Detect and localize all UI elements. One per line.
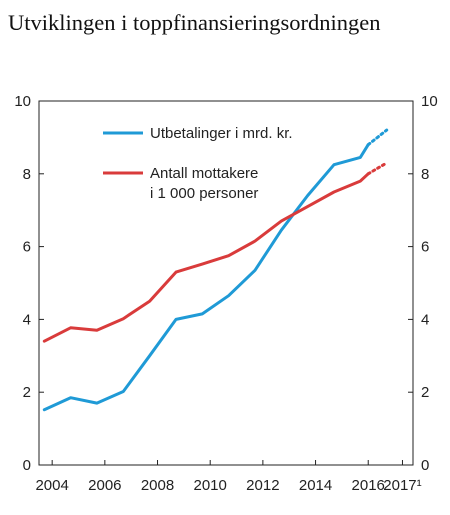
legend-label: Utbetalinger i mrd. kr.	[150, 125, 293, 142]
y-tick-label-right: 0	[421, 457, 429, 474]
series-layer	[42, 128, 389, 412]
y-tick-label-right: 4	[421, 311, 429, 328]
legend-label: Antall mottakere	[150, 165, 258, 182]
x-tick-label: 2012	[246, 477, 279, 494]
x-tick-label: 2016	[352, 477, 385, 494]
y-tick-label-right: 2	[421, 384, 429, 401]
y-tick-label-left: 0	[23, 457, 31, 474]
plot-area-frame	[38, 100, 414, 466]
x-tick-label: 2006	[88, 477, 121, 494]
y-tick-label-left: 8	[23, 166, 31, 183]
legend: Utbetalinger i mrd. kr. Antall mottakere i…	[103, 125, 293, 202]
series-projection-line	[366, 161, 389, 176]
series-projection-line	[366, 128, 389, 147]
chart-title: Utviklingen i toppfinansieringsordningen	[8, 10, 381, 35]
x-tick-label: 2014	[299, 477, 332, 494]
ticks-layer: 0 0 2 2 4 4 6 6 8 8 10 10 2004 2006 2008 2010 2012 2014 20…	[14, 93, 437, 494]
y-tick-label-left: 2	[23, 384, 31, 401]
x-tick-label: 2017¹	[383, 477, 421, 494]
y-tick-label-left: 6	[23, 239, 31, 256]
y-tick-label-right: 10	[421, 93, 438, 110]
series-line	[42, 172, 370, 343]
x-tick-label: 2008	[141, 477, 174, 494]
y-tick-label-left: 4	[23, 311, 31, 328]
x-tick-label: 2004	[35, 477, 68, 494]
series-line	[42, 143, 370, 412]
y-tick-label-right: 8	[421, 166, 429, 183]
x-tick-label: 2010	[194, 477, 227, 494]
y-tick-label-left: 10	[14, 93, 31, 110]
legend-label: i 1 000 personer	[150, 185, 258, 202]
y-tick-label-right: 6	[421, 239, 429, 256]
